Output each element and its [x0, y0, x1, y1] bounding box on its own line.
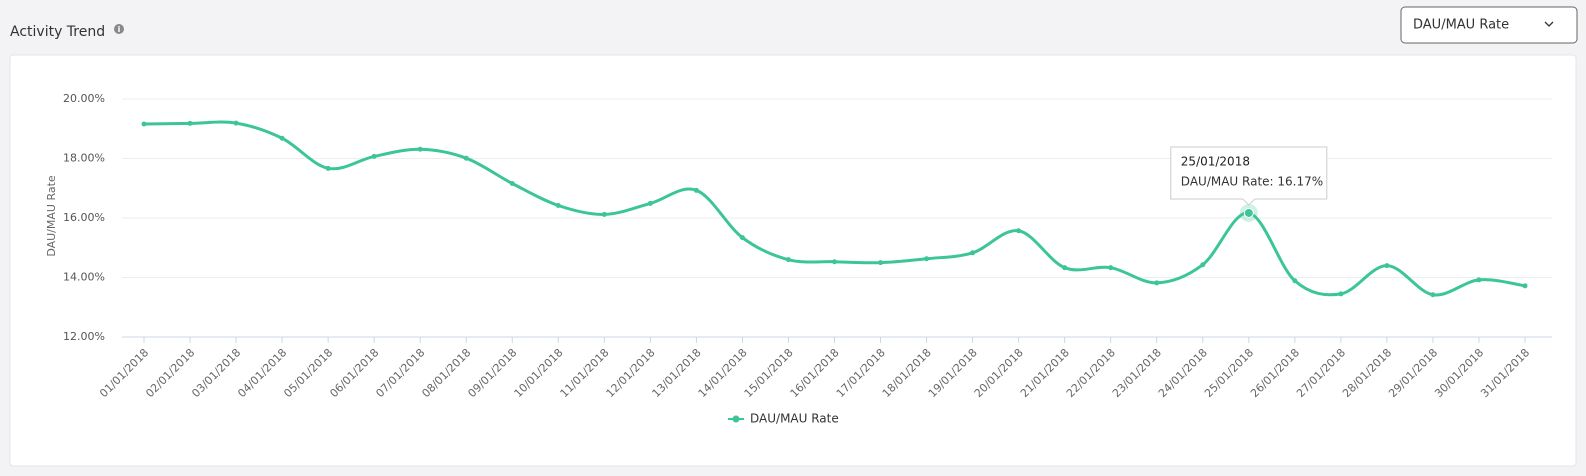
tooltip-title: 25/01/2018: [1181, 154, 1250, 168]
point: [647, 200, 653, 206]
y-axis-title: DAU/MAU Rate: [45, 175, 58, 257]
point: [279, 135, 285, 141]
point: [1108, 265, 1114, 271]
legend-dot: [732, 415, 740, 423]
point: [1476, 277, 1482, 283]
point: [601, 211, 607, 217]
dropdown-label: DAU/MAU Rate: [1413, 18, 1509, 33]
point: [509, 180, 515, 186]
y-tick-label: 16.00%: [63, 211, 105, 224]
page-title: Activity Trend: [10, 24, 105, 40]
dropdown[interactable]: [1400, 6, 1578, 44]
point: [1016, 228, 1022, 234]
info-icon[interactable]: [114, 24, 124, 34]
point: [233, 120, 239, 126]
point: [1522, 283, 1528, 289]
point: [1384, 263, 1390, 269]
y-tick-label: 14.00%: [63, 271, 105, 284]
legend-label[interactable]: DAU/MAU Rate: [750, 412, 839, 426]
y-tick-label: 12.00%: [63, 330, 105, 343]
point: [555, 203, 561, 209]
point: [739, 235, 745, 241]
point: [1062, 265, 1068, 271]
point: [1430, 292, 1436, 298]
y-tick-label: 18.00%: [63, 152, 105, 165]
point: [878, 260, 884, 266]
point: [1338, 291, 1344, 297]
point: [1200, 262, 1206, 268]
dropdown-arrow: [1544, 21, 1554, 27]
point: [924, 256, 930, 262]
point: [417, 146, 423, 152]
point: [1292, 278, 1298, 284]
y-tick-label: 20.00%: [63, 92, 105, 105]
tooltip: 25/01/2018 DAU/MAU Rate: 16.17%: [1170, 146, 1328, 206]
point: [1154, 280, 1160, 286]
tooltip-label: DAU/MAU Rate: 16.17%: [1181, 174, 1323, 188]
point: [785, 257, 791, 263]
point: [371, 153, 377, 159]
point: [832, 259, 837, 265]
point: [463, 155, 469, 161]
point: [970, 250, 976, 256]
point: [1243, 207, 1254, 218]
point: [693, 187, 699, 193]
point: [187, 120, 193, 126]
point: [141, 121, 147, 127]
tooltip-box: [1170, 146, 1328, 206]
point: [325, 165, 331, 171]
info-icon-glyph: i: [118, 25, 121, 34]
